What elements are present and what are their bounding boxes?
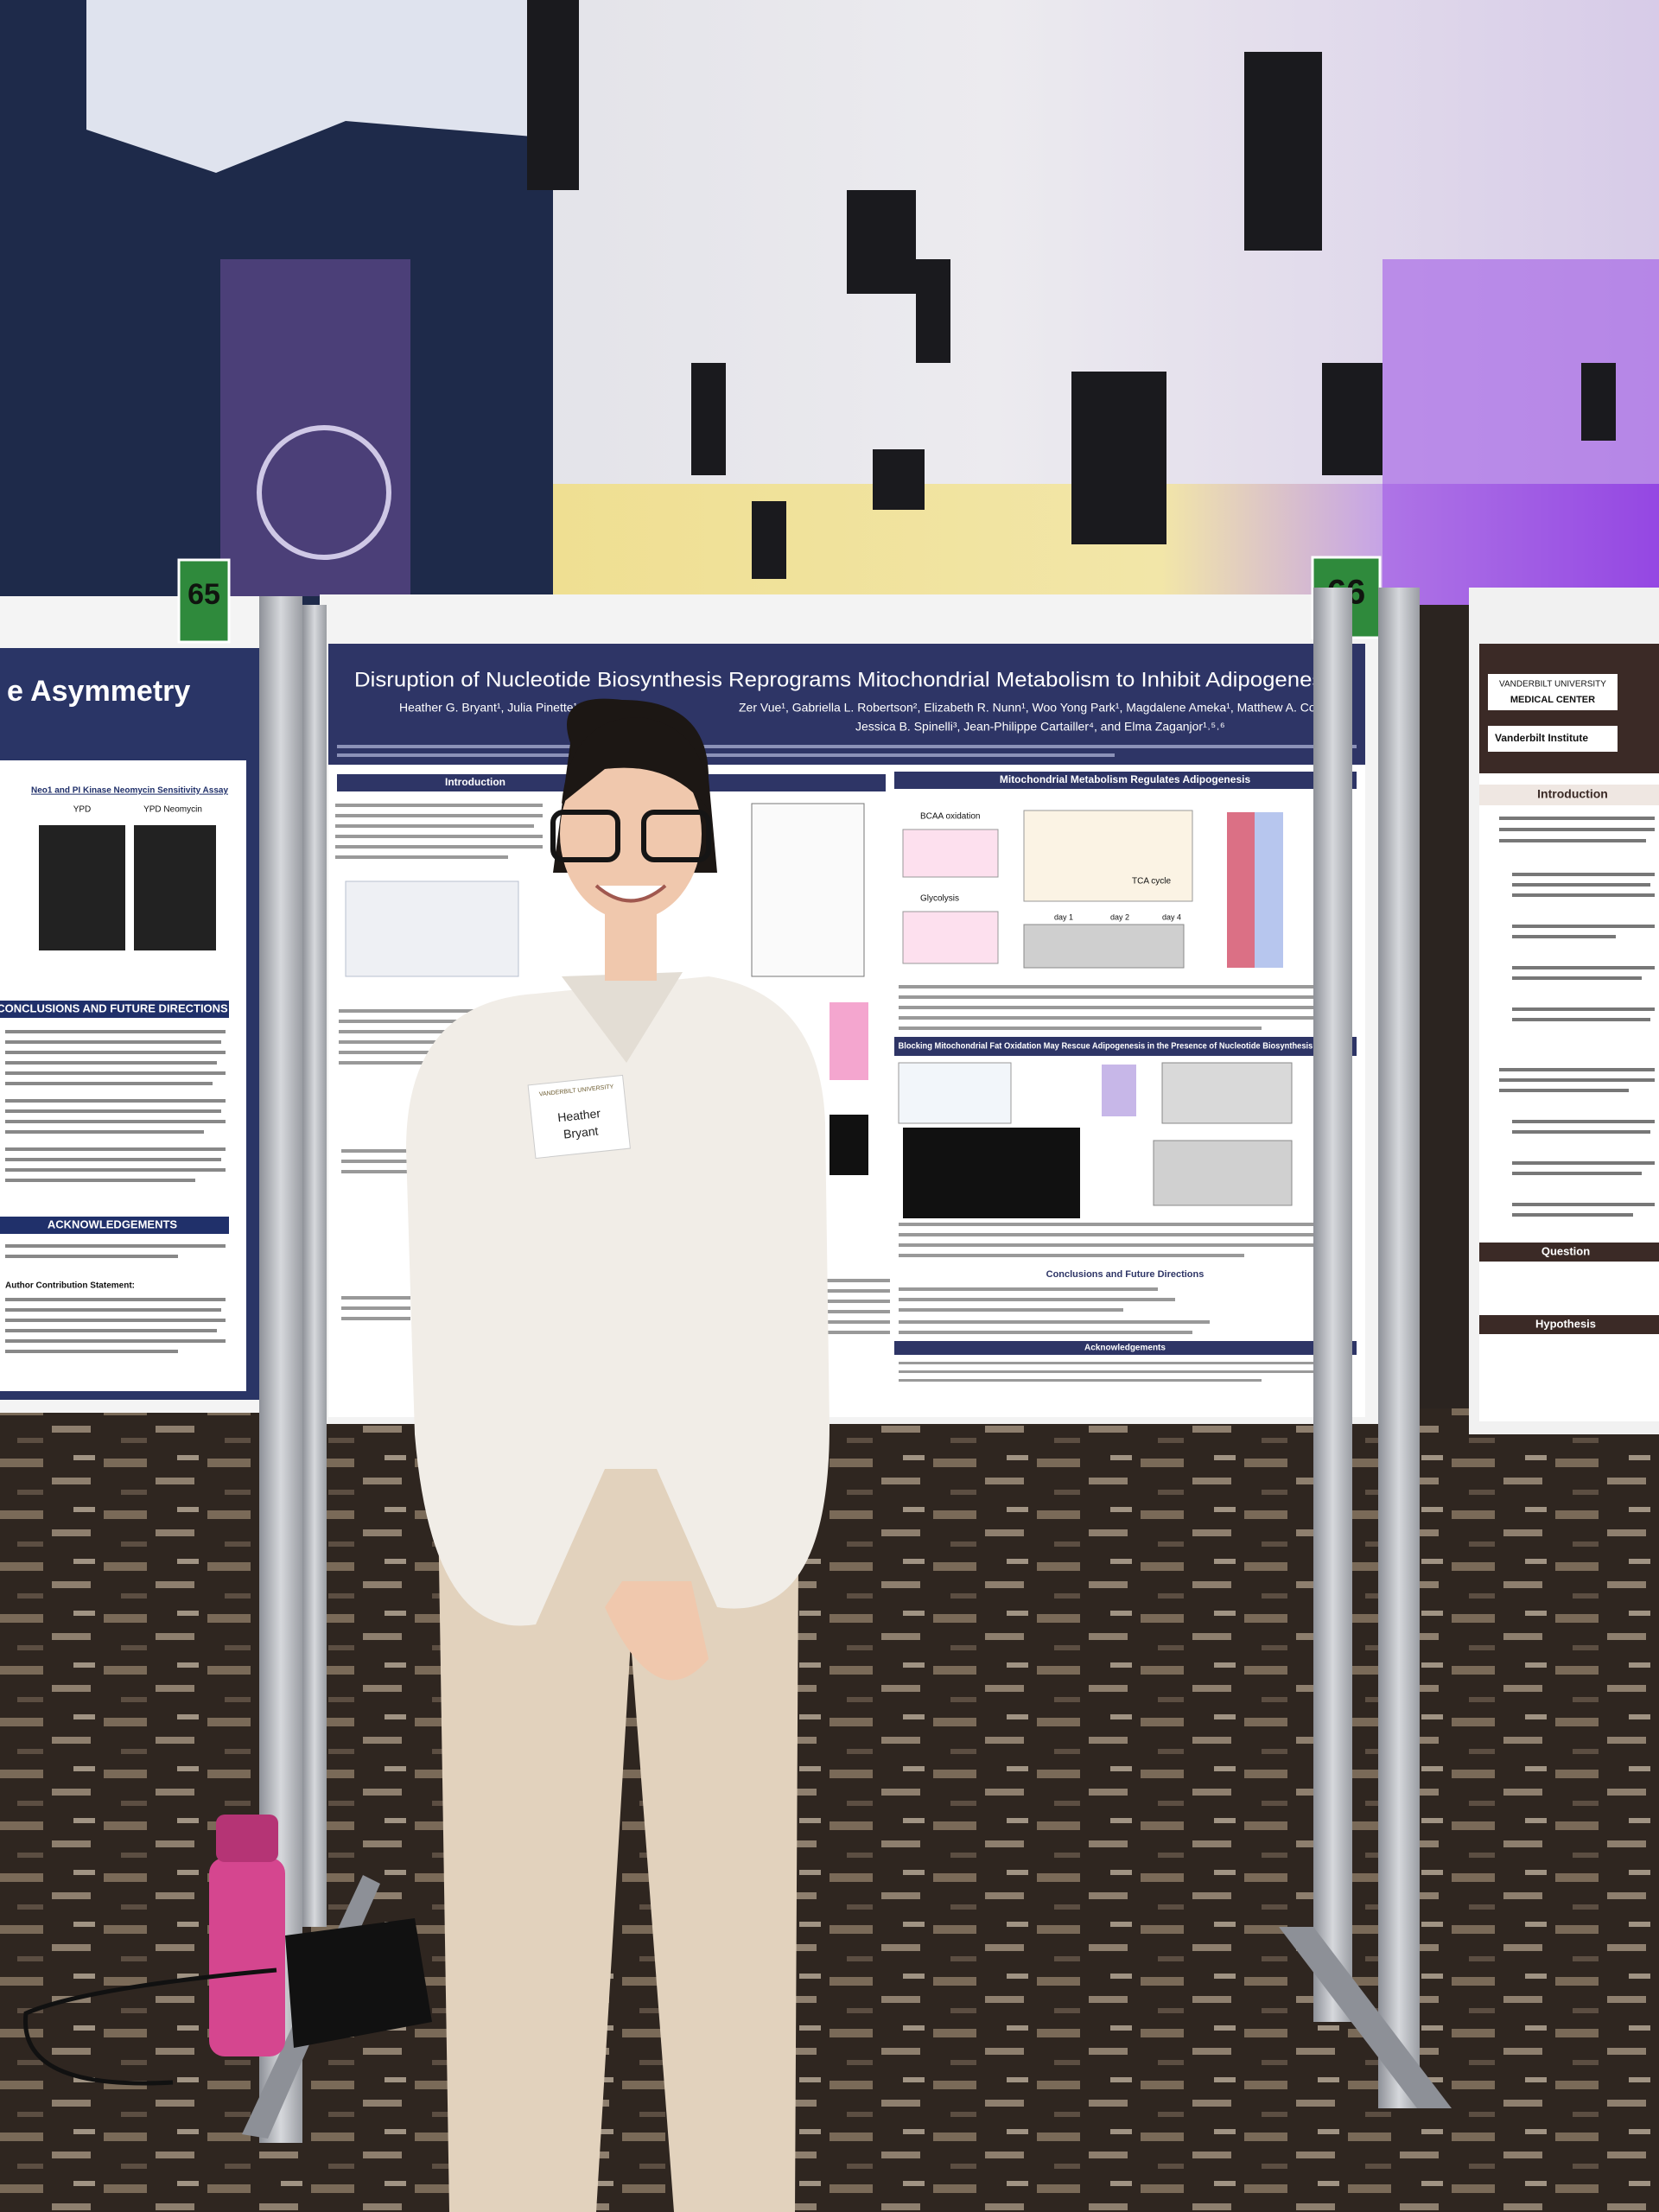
figure-label: YPD — [73, 805, 92, 815]
affiliations — [337, 745, 1357, 748]
institute: Vanderbilt Institute — [1495, 732, 1588, 744]
poster-authors: Zer Vue¹, Gabriella L. Robertson², Eliza… — [739, 701, 1348, 715]
text-lines — [5, 1244, 226, 1353]
section-heading: Introduction — [445, 776, 505, 788]
yeast-plate — [39, 825, 125, 950]
western-blot — [1153, 1140, 1293, 1206]
name-tag-first: Heather — [556, 1106, 601, 1124]
bag-strap — [22, 1967, 277, 2086]
figure — [1102, 1065, 1136, 1116]
board-number: 65 — [188, 578, 220, 611]
bottle-cap — [216, 1815, 278, 1862]
poster-title: Disruption of Nucleotide Biosynthesis Re… — [354, 668, 1339, 691]
figure — [898, 1062, 1012, 1124]
figure — [830, 1002, 868, 1080]
board-number-sign — [177, 558, 231, 644]
panel-label: Glycolysis — [920, 894, 959, 904]
panel-label: day 1 — [1054, 912, 1073, 921]
figure — [902, 829, 999, 878]
panel-label: BCAA oxidation — [920, 812, 981, 822]
poster-authors: Jessica B. Spinelli³, Jean-Philippe Cart… — [855, 720, 1225, 734]
left-poster-title: e Asymmetry — [7, 675, 190, 708]
figure-title: Neo1 and PI Kinase Neomycin Sensitivity … — [31, 786, 228, 796]
name-tag: VANDERBILT UNIVERSITY Heather Bryant — [527, 1074, 631, 1160]
western-blot — [1023, 924, 1185, 969]
text-lines — [5, 1030, 226, 1182]
heading-bar — [0, 1217, 229, 1234]
section-heading: Mitochondrial Metabolism Regulates Adipo… — [1000, 773, 1251, 785]
ceiling-soffit — [86, 0, 553, 173]
section-heading: Conclusions and Future Directions — [1046, 1269, 1205, 1280]
microscopy — [903, 1128, 1080, 1218]
section-heading: Hypothesis — [1535, 1317, 1596, 1330]
logo-text: MEDICAL CENTER — [1510, 695, 1595, 705]
heading-bar — [665, 774, 886, 791]
poster-authors: Heather G. Bryant¹, Julia Pinette¹, Jaco… — [399, 701, 617, 715]
contribution-heading: Author Contribution Statement: — [5, 1281, 135, 1291]
pole — [1378, 588, 1420, 2108]
affiliations — [337, 753, 1115, 757]
section-heading: Blocking Mitochondrial Fat Oxidation May… — [899, 1042, 1352, 1052]
heading-bar — [1479, 1243, 1659, 1262]
yeast-plate — [134, 825, 216, 950]
section-heading: Acknowledgements — [1084, 1344, 1166, 1353]
text-lines — [1499, 817, 1655, 1217]
heading-bar — [894, 1341, 1357, 1355]
figure — [830, 1115, 868, 1175]
text-lines — [899, 1287, 1210, 1334]
name-tag-last: Bryant — [563, 1124, 599, 1141]
section-heading: Introduction — [1537, 787, 1608, 801]
pole-foot — [1279, 1927, 1452, 2108]
pole — [1313, 588, 1352, 2022]
heading-bar — [0, 1001, 229, 1018]
section-heading: ACKNOWLEDGEMENTS — [48, 1217, 178, 1230]
figure — [751, 803, 865, 977]
figure — [345, 880, 519, 977]
pole — [302, 605, 327, 1927]
heading-bar — [894, 772, 1357, 789]
heading-bar — [1479, 785, 1659, 805]
person — [406, 698, 830, 2212]
heading-bar — [1479, 1315, 1659, 1334]
heading-bar — [894, 1037, 1357, 1056]
logo-box — [1488, 674, 1618, 710]
stage-lights — [527, 0, 1616, 579]
section-heading: CONCLUSIONS AND FUTURE DIRECTIONS — [0, 1001, 228, 1014]
panel-label: TCA cycle — [1132, 877, 1171, 887]
purple-light — [1382, 259, 1659, 605]
figure — [902, 911, 999, 964]
section-heading: Question — [1541, 1244, 1590, 1257]
text-lines — [899, 1362, 1348, 1382]
text-lines — [899, 1223, 1348, 1257]
text-lines — [899, 985, 1348, 1030]
poster-title-band — [328, 644, 1365, 765]
figure — [1023, 810, 1193, 902]
bag — [285, 1918, 432, 2048]
figure-label: YPD Neomycin — [143, 805, 202, 815]
water-bottle — [209, 1858, 285, 2056]
heatmap — [1227, 812, 1255, 968]
western-blot — [1161, 1062, 1293, 1124]
banner-seal — [257, 425, 391, 560]
panel-label: day 4 — [1162, 912, 1181, 921]
panel-label: day 2 — [1110, 912, 1129, 921]
logo-box — [1488, 726, 1618, 752]
logo-text: VANDERBILT UNIVERSITY — [1499, 680, 1606, 690]
